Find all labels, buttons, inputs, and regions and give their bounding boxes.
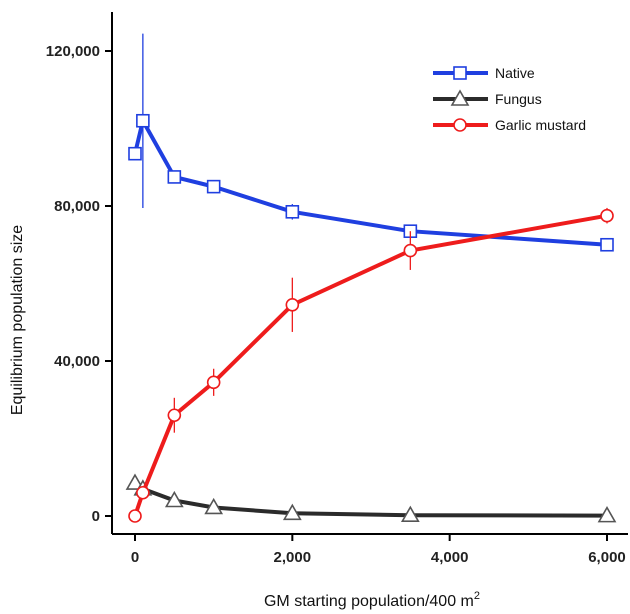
- data-point: [164, 490, 184, 508]
- data-point: [600, 237, 614, 252]
- data-point: [400, 505, 420, 523]
- x-tick-label: 6,000: [588, 549, 626, 566]
- series-native: [128, 33, 614, 252]
- data-point: [136, 113, 150, 128]
- legend-label: Garlic mustard: [495, 117, 586, 133]
- data-point: [403, 243, 418, 258]
- series-line: [133, 118, 609, 247]
- data-point: [600, 208, 614, 223]
- series-layer: [125, 33, 617, 523]
- y-axis-ticks: 0 40,000 80,000 120,000: [46, 43, 112, 525]
- legend-swatch-marker: [453, 118, 467, 132]
- x-tick-label: 0: [131, 549, 139, 566]
- legend-item: Native: [433, 65, 535, 81]
- data-point: [285, 298, 300, 312]
- series-fungus: [125, 473, 617, 523]
- data-point: [597, 506, 617, 523]
- legend: Native Fungus Garlic mustard: [433, 65, 586, 133]
- data-point: [167, 408, 182, 423]
- legend-label: Fungus: [495, 91, 542, 107]
- data-point: [128, 146, 142, 161]
- x-axis-title-superscript: 2: [474, 590, 480, 602]
- data-point: [282, 503, 302, 521]
- legend-swatch-marker: [453, 66, 467, 80]
- legend-item: Fungus: [433, 89, 542, 107]
- series-line: [133, 481, 609, 518]
- y-tick-label: 80,000: [54, 198, 100, 215]
- data-point: [206, 179, 221, 194]
- y-tick-label: 40,000: [54, 353, 100, 370]
- x-tick-label: 2,000: [274, 549, 312, 566]
- x-axis-title: GM starting population/400 m2: [264, 590, 480, 610]
- x-tick-label: 4,000: [431, 549, 469, 566]
- y-tick-label: 120,000: [46, 43, 100, 60]
- data-point: [204, 497, 224, 515]
- x-axis-ticks: 0 2,000 4,000 6,000: [131, 534, 626, 566]
- axes-group: [111, 12, 628, 535]
- data-point: [136, 485, 150, 500]
- legend-swatch-marker: [450, 89, 470, 106]
- x-axis-title-text: GM starting population/400 m: [264, 593, 474, 610]
- y-tick-label: 0: [92, 508, 100, 525]
- legend-item: Garlic mustard: [433, 117, 586, 133]
- data-point: [125, 473, 145, 490]
- data-point: [206, 375, 221, 390]
- y-axis-title: Equilibrium population size: [9, 225, 26, 415]
- legend-label: Native: [495, 65, 535, 81]
- series-line: [133, 213, 609, 518]
- data-point: [167, 170, 182, 184]
- data-point: [285, 205, 300, 219]
- series-garlic-mustard: [128, 207, 614, 523]
- data-point: [128, 509, 142, 523]
